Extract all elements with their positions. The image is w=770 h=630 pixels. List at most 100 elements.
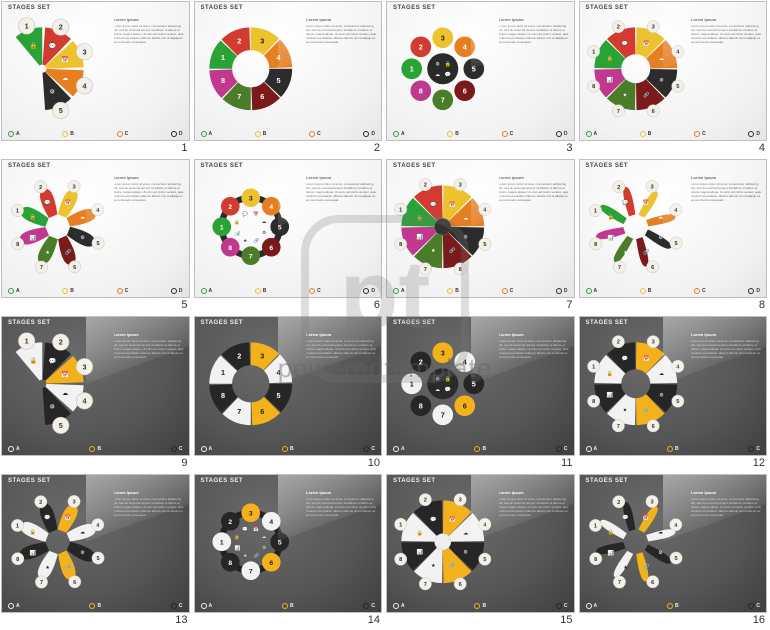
legend-item: C [171,446,183,452]
svg-text:1: 1 [592,49,595,55]
slide-thumbnail[interactable]: STAGES SET1🔒2💬3📅4☁5⚙6🔗7★8📊Lorem ipsumLor… [194,159,383,299]
legend-item: D [556,288,568,294]
legend-label: B [675,603,679,609]
slide-thumbnail[interactable]: STAGES SET12345678Lorem ipsumLorem ipsum… [194,1,383,141]
slide-title: STAGES SET [8,5,51,11]
svg-text:4: 4 [463,42,467,51]
legend: ABCD [393,288,568,294]
svg-text:4: 4 [82,396,86,405]
legend-item: C [117,131,129,137]
svg-text:☁: ☁ [62,390,68,397]
slide-thumbnail[interactable]: STAGES SET1🔒2💬3📅4☁5⚙6🔗7★8📊Lorem ipsumLor… [1,474,190,614]
svg-text:2: 2 [419,42,423,51]
slide-thumbnail[interactable]: STAGES SET1🔒2💬3📅4☁5⚙6🔗7★8📊Lorem ipsumLor… [579,474,768,614]
svg-text:🔒: 🔒 [417,529,423,536]
legend-dot-icon [586,603,592,609]
slide-thumbnail[interactable]: STAGES SET1🔒2💬3📅4☁5⚙6🔗7★8📊Lorem ipsumLor… [579,1,768,141]
chart-area: 1🔒2💬3📅4☁5⚙6🔗7★8📊 [199,172,303,282]
slide-thumbnail[interactable]: STAGES SET1🔒2💬3📅4☁5⚙Lorem ipsumLorem ips… [1,316,190,456]
svg-text:1: 1 [219,224,223,231]
svg-text:⚙: ⚙ [435,377,440,383]
svg-text:🔒: 🔒 [30,528,36,535]
svg-text:⚙: ⚙ [435,62,440,68]
svg-text:3: 3 [82,362,86,371]
svg-text:★: ★ [243,238,248,243]
svg-text:📊: 📊 [607,234,614,241]
slide-thumbnail[interactable]: STAGES SET🔒💬☁⚙12345678Lorem ipsumLorem i… [386,1,575,141]
stage-chart: 1🔒2💬3📅4☁5⚙6🔗7★8📊 [6,172,110,282]
legend-dot-icon [447,131,453,137]
svg-text:2: 2 [228,203,232,210]
svg-text:8: 8 [592,399,595,405]
svg-text:1: 1 [16,208,19,214]
slide-text-body: Lorem ipsum dolor sit amet, consectetur … [114,182,185,202]
svg-text:7: 7 [616,424,619,430]
legend: ABCD [393,131,568,137]
svg-text:3: 3 [260,352,264,361]
slide-body: 1🔒2💬3📅4☁5⚙6🔗7★8📊Lorem ipsumLorem ipsum d… [391,172,570,282]
legend-dot-icon [393,603,399,609]
stage-chart: 12345678 [199,329,303,439]
stage-chart: 1🔒2💬3📅4☁5⚙6🔗7★8📊 [199,487,303,597]
slide-text-title: Lorem ipsum [306,18,377,22]
svg-text:7: 7 [248,253,252,260]
slide-number: 9 [1,456,190,470]
svg-text:6: 6 [459,581,462,587]
legend: ABCD [586,288,761,294]
legend-item: C [309,288,321,294]
svg-text:★: ★ [623,564,628,570]
legend-dot-icon [201,288,207,294]
slide-title: STAGES SET [201,5,244,11]
slide-thumbnail[interactable]: STAGES SET1🔒2💬3📅4☁5⚙6🔗7★8📊Lorem ipsumLor… [386,159,575,299]
slide-thumbnail[interactable]: STAGES SET1🔒2💬3📅4☁5⚙6🔗7★8📊Lorem ipsumLor… [194,474,383,614]
legend-item: A [393,603,405,609]
slide-cell: STAGES SET1🔒2💬3📅4☁5⚙6🔗7★8📊Lorem ipsumLor… [194,474,383,628]
slide-text-title: Lorem ipsum [499,333,570,337]
slide-thumbnail[interactable]: STAGES SET12345678Lorem ipsumLorem ipsum… [194,316,383,456]
slide-body: 1🔒2💬3📅4☁5⚙6🔗7★8📊Lorem ipsumLorem ipsum d… [199,172,378,282]
legend-dot-icon [447,288,453,294]
legend-label: B [70,288,74,294]
legend-item: A [393,131,405,137]
legend-dot-icon [474,446,480,452]
svg-text:5: 5 [674,241,677,247]
legend-item: A [201,446,213,452]
svg-text:3: 3 [72,184,75,190]
svg-text:8: 8 [399,242,402,248]
legend-item: C [502,131,514,137]
stage-chart: 1🔒2💬3📅4☁5⚙6🔗7★8📊 [584,14,688,124]
slide-thumbnail[interactable]: STAGES SET1🔒2💬3📅4☁5⚙6🔗7★8📊Lorem ipsumLor… [1,159,190,299]
stage-chart: 1🔒2💬3📅4☁5⚙6🔗7★8📊 [584,329,688,439]
svg-text:5: 5 [472,64,476,73]
slide-thumbnail[interactable]: STAGES SET1🔒2💬3📅4☁5⚙6🔗7★8📊Lorem ipsumLor… [386,474,575,614]
slide-title: STAGES SET [586,478,629,484]
legend-item: B [255,131,267,137]
slide-cell: STAGES SET1🔒2💬3📅4☁5⚙6🔗7★8📊Lorem ipsumLor… [579,316,768,470]
svg-text:1: 1 [399,207,402,213]
slide-thumbnail[interactable]: STAGES SET1🔒2💬3📅4☁5⚙Lorem ipsumLorem ips… [1,1,190,141]
slide-thumbnail[interactable]: STAGES SET1🔒2💬3📅4☁5⚙6🔗7★8📊Lorem ipsumLor… [579,316,768,456]
slide-thumbnail[interactable]: STAGES SET1🔒2💬3📅4☁5⚙6🔗7★8📊Lorem ipsumLor… [579,159,768,299]
svg-text:☁: ☁ [80,529,85,535]
slide-text-body: Lorem ipsum dolor sit amet, consectetur … [691,339,762,359]
svg-text:3: 3 [248,510,252,517]
stage-chart: 🔒💬☁⚙12345678 [391,329,495,439]
svg-text:8: 8 [594,556,597,562]
slide-text: Lorem ipsumLorem ipsum dolor sit amet, c… [306,172,377,282]
svg-text:5: 5 [276,391,280,400]
svg-text:8: 8 [399,557,402,563]
legend-item: B [447,288,459,294]
chart-area: 1🔒2💬3📅4☁5⚙6🔗7★8📊 [584,487,688,597]
svg-text:1: 1 [25,337,29,346]
svg-text:★: ★ [431,562,436,568]
chart-area: 🔒💬☁⚙12345678 [391,329,495,439]
svg-text:1: 1 [592,364,595,370]
slide-thumbnail[interactable]: STAGES SET🔒💬☁⚙12345678Lorem ipsumLorem i… [386,316,575,456]
svg-text:6: 6 [459,266,462,272]
legend-label: C [179,446,183,452]
svg-text:3: 3 [260,37,264,46]
svg-text:⚙: ⚙ [80,234,85,240]
svg-text:☁: ☁ [261,219,266,224]
slide-text-body: Lorem ipsum dolor sit amet, consectetur … [499,182,570,202]
slide-cell: STAGES SET1🔒2💬3📅4☁5⚙6🔗7★8📊Lorem ipsumLor… [1,474,190,628]
